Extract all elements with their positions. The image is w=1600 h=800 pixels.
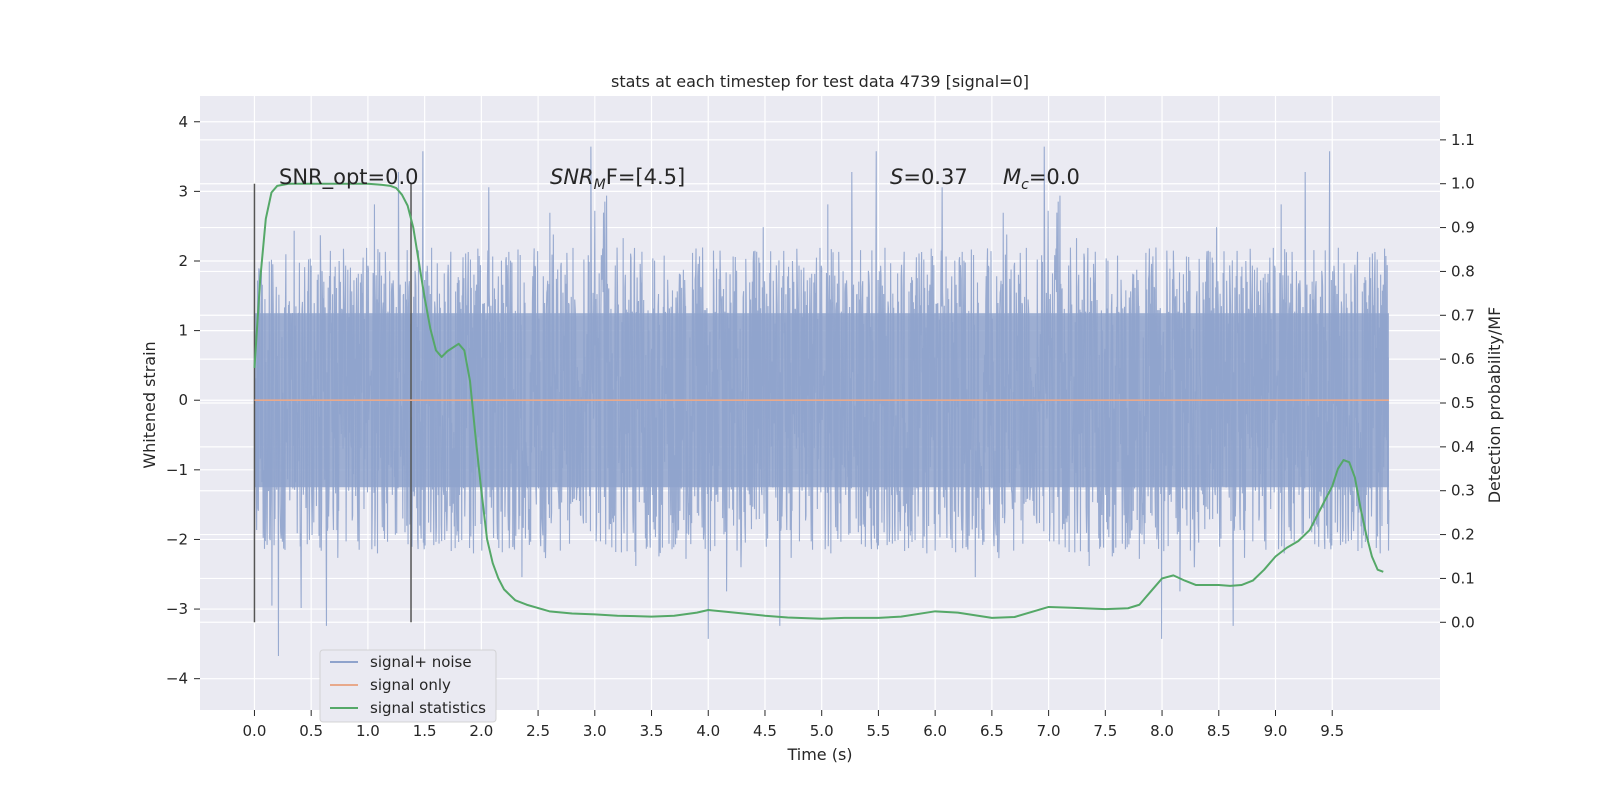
annotation-mc-rest: =0.0 [1029, 165, 1080, 189]
y-right-tick-label: 0.5 [1451, 394, 1475, 412]
x-tick-label: 1.0 [356, 722, 380, 740]
x-tick-label: 4.5 [753, 722, 777, 740]
x-tick-label: 8.5 [1207, 722, 1231, 740]
y-tick-label: −1 [166, 461, 188, 479]
x-tick-label: 2.5 [526, 722, 550, 740]
x-axis-ticks: 0.0 0.5 1.0 1.5 2.0 2.5 3.0 3.5 4.0 4.5 5.0 5.5 6.0 6… [243, 710, 1344, 740]
annotation-snr-mf-rest: F=[4.5] [606, 165, 685, 189]
legend-box [319, 649, 497, 723]
y-tick-label: −4 [166, 670, 188, 688]
x-tick-label: 5.0 [810, 722, 834, 740]
y-right-tick-label: 0.2 [1451, 526, 1475, 544]
x-tick-label: 6.5 [980, 722, 1004, 740]
y-tick-label: −2 [166, 530, 188, 548]
x-tick-label: 3.0 [583, 722, 607, 740]
y-right-tick-label: 1.1 [1451, 131, 1475, 149]
y-axis-right-ticks: 0.0 0.1 0.2 0.3 0.4 0.5 0.6 0.7 0.8 0.9 1.0 1.1 [1440, 131, 1475, 631]
x-tick-label: 9.5 [1320, 722, 1344, 740]
legend-label-signal-only: signal only [370, 676, 451, 694]
x-tick-label: 9.0 [1264, 722, 1288, 740]
y-right-tick-label: 0.8 [1451, 262, 1475, 280]
line-series [253, 182, 1389, 620]
x-axis-label: Time (s) [786, 745, 852, 764]
signal-noise-line [253, 146, 1390, 656]
y-right-tick-label: 1.0 [1451, 175, 1475, 193]
y-right-tick-label: 0.4 [1451, 438, 1475, 456]
annotation-s-rest: =0.37 [903, 165, 967, 189]
y-axis-label: Whitened strain [140, 341, 159, 468]
y-tick-label: −3 [166, 600, 188, 618]
y-tick-label: 2 [178, 252, 188, 270]
x-tick-label: 2.0 [469, 722, 493, 740]
x-tick-label: 3.5 [640, 722, 664, 740]
y-axis-ticks: −4 −3 −2 −1 0 1 2 3 4 [166, 113, 200, 688]
annotation-s: S=0.37 [890, 165, 968, 189]
x-tick-label: 7.5 [1093, 722, 1117, 740]
annotation-mc-italic: M [1003, 165, 1021, 189]
y-right-tick-label: 0.9 [1451, 219, 1475, 237]
y-right-tick-label: 0.3 [1451, 482, 1475, 500]
y-right-tick-label: 0.6 [1451, 350, 1475, 368]
legend-label-signal-noise: signal+ noise [370, 653, 472, 671]
y-tick-label: 3 [178, 182, 188, 200]
x-tick-label: 5.5 [866, 722, 890, 740]
annotation-snr-mf-italic: SNR [550, 165, 594, 189]
x-tick-label: 0.0 [243, 722, 267, 740]
annotation-mc-sub: c [1021, 177, 1029, 193]
legend: signal+ noise signal only signal statist… [319, 649, 497, 723]
x-tick-label: 7.0 [1037, 722, 1061, 740]
annotation-s-italic: S [890, 165, 903, 189]
y-right-tick-label: 0.0 [1451, 613, 1475, 631]
annotations: SNR_opt=0.0 SNRMF=[4.5] S=0.37 Mc=0.0 [279, 165, 1080, 193]
y-axis-right-label: Detection probability/MF [1485, 307, 1504, 504]
annotation-snr-mf-sub: M [594, 177, 606, 193]
x-tick-label: 1.5 [413, 722, 437, 740]
legend-label-signal-statistics: signal statistics [370, 699, 486, 717]
y-right-tick-label: 0.1 [1451, 569, 1475, 587]
y-right-tick-label: 0.7 [1451, 306, 1475, 324]
y-tick-label: 4 [178, 113, 188, 131]
x-tick-label: 4.0 [696, 722, 720, 740]
vertical-markers [253, 183, 412, 623]
annotation-snr-opt: SNR_opt=0.0 [279, 165, 419, 190]
annotation-mc: Mc=0.0 [1003, 165, 1080, 193]
annotation-snr-mf: SNRMF=[4.5] [550, 165, 685, 193]
y-tick-label: 0 [178, 391, 188, 409]
signal-statistics-line [253, 182, 1384, 620]
x-tick-label: 8.0 [1150, 722, 1174, 740]
x-tick-label: 6.0 [923, 722, 947, 740]
chart-title: stats at each timestep for test data 473… [611, 72, 1029, 91]
y-tick-label: 1 [178, 322, 188, 340]
x-tick-label: 0.5 [299, 722, 323, 740]
